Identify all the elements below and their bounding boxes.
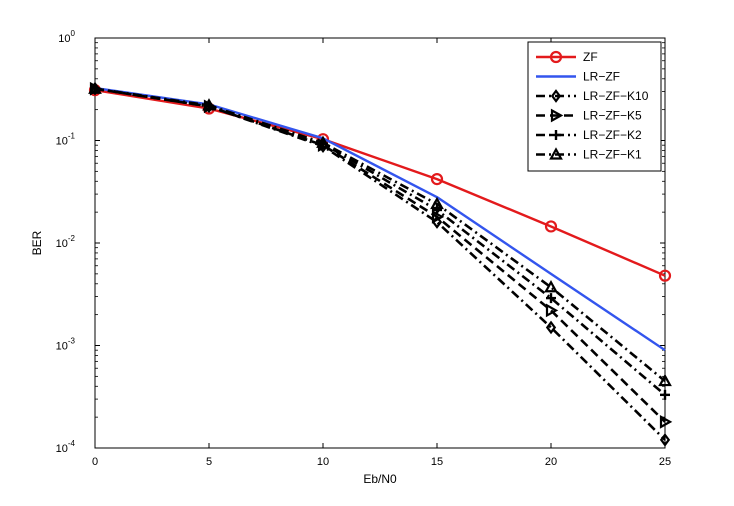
y-tick-label: 100 — [58, 29, 75, 45]
x-tick-label: 25 — [659, 456, 671, 468]
y-tick-label: 10-3 — [56, 337, 76, 353]
legend-label: LR−ZF−K2 — [583, 128, 642, 142]
y-tick-base: 10 — [58, 33, 70, 45]
x-tick-label: 20 — [545, 456, 557, 468]
legend-entry: LR−ZF — [536, 70, 620, 84]
series-group — [88, 81, 673, 447]
y-tick-base: 10 — [56, 341, 68, 353]
y-tick-label: 10-4 — [56, 439, 76, 455]
triangle-right-marker — [659, 414, 673, 429]
circle-marker — [430, 173, 444, 186]
legend-label: LR−ZF−K5 — [583, 109, 642, 123]
triangle-up-marker — [549, 147, 563, 160]
triangle-up-marker — [658, 373, 672, 387]
plus-marker — [551, 130, 561, 140]
legend-label: LR−ZF−K10 — [583, 89, 649, 103]
triangle-up-marker — [544, 279, 558, 293]
x-tick-label: 0 — [92, 456, 98, 468]
diamond-marker — [659, 433, 671, 447]
legend-entry: LR−ZF−K1 — [536, 147, 642, 162]
plus-marker — [432, 204, 442, 215]
y-axis-label: BER — [30, 230, 44, 255]
triangle-up-marker — [316, 135, 330, 148]
legend-entry: ZF — [536, 50, 598, 64]
y-tick-exponent: -4 — [68, 439, 76, 448]
circle-marker — [549, 50, 563, 64]
x-tick-label: 10 — [317, 456, 329, 468]
triangle-up-marker — [202, 98, 216, 111]
series-line — [94, 88, 666, 277]
plus-marker — [546, 293, 556, 304]
legend-entry: LR−ZF−K2 — [536, 128, 642, 142]
diamond-marker — [545, 320, 557, 335]
triangle-up-marker — [88, 81, 102, 94]
y-tick-label: 10-2 — [56, 234, 76, 250]
y-tick-exponent: 0 — [71, 29, 76, 38]
legend-label: LR−ZF−K1 — [583, 148, 642, 162]
x-tick-label: 15 — [431, 456, 443, 468]
y-tick-exponent: -1 — [68, 132, 76, 141]
triangle-right-marker — [550, 108, 564, 123]
series-5 — [88, 81, 672, 387]
y-tick-base: 10 — [56, 443, 68, 455]
legend-entry: LR−ZF−K5 — [536, 109, 642, 123]
x-axis-label: Eb/N0 — [363, 472, 397, 486]
y-tick-exponent: -3 — [68, 337, 76, 346]
circle-marker — [544, 220, 558, 233]
legend-box — [527, 41, 662, 172]
triangle-right-marker — [545, 303, 559, 318]
y-tick-base: 10 — [56, 238, 68, 250]
legend-label: ZF — [583, 50, 598, 64]
y-tick-exponent: -2 — [68, 234, 76, 243]
plus-marker — [660, 389, 670, 400]
circle-marker — [658, 269, 672, 282]
diamond-marker — [550, 89, 562, 103]
triangle-up-marker — [430, 196, 444, 210]
legend-label: LR−ZF — [583, 70, 620, 84]
series-line — [94, 87, 666, 383]
y-tick-base: 10 — [56, 136, 68, 148]
y-tick-label: 10-1 — [56, 132, 76, 148]
legend: ZF LR−ZF LR−ZF−K10 LR−ZF−K5 LR−ZF−K2 LR−ZF−K1 — [527, 41, 662, 172]
legend-entry: LR−ZF−K10 — [536, 89, 649, 103]
x-tick-label: 5 — [206, 456, 212, 468]
